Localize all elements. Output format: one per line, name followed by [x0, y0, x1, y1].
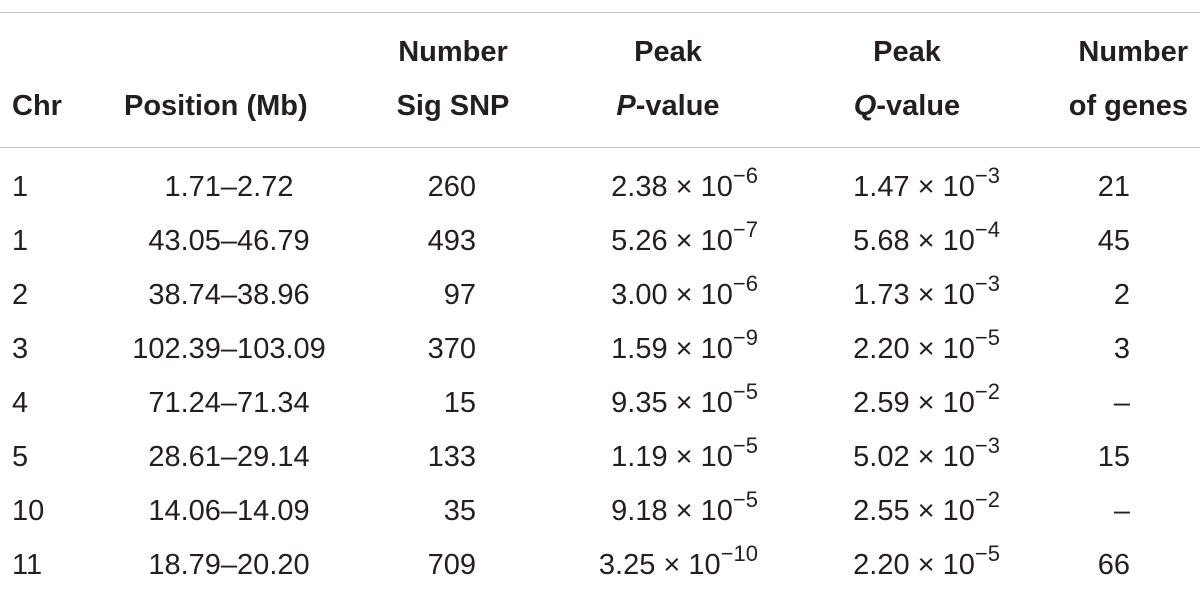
q-mantissa: 2.59 × 10 [853, 387, 975, 419]
cell-number-of-genes: – [1113, 495, 1130, 527]
cell-peak-p-value: 9.35 × 10−5 [548, 376, 758, 432]
cell-peak-p-value: 3.00 × 10−6 [548, 268, 758, 324]
header-position: Position (Mb) [124, 90, 308, 122]
cell-chr: 1 [12, 225, 29, 257]
cell-number-of-genes: 15 [1097, 441, 1130, 473]
cell-peak-q-value: 5.68 × 10−4 [790, 214, 1000, 270]
q-mantissa: 1.73 × 10 [853, 279, 975, 311]
p-exponent: −10 [720, 541, 758, 566]
cell-chr: 2 [12, 279, 29, 311]
q-mantissa: 5.68 × 10 [853, 225, 975, 257]
p-mantissa: 9.18 × 10 [611, 495, 733, 527]
q-exponent: −4 [974, 217, 1000, 242]
p-mantissa: 1.19 × 10 [611, 441, 733, 473]
cell-position: 43.05–46.79 [148, 225, 310, 257]
cell-number-of-genes: 66 [1097, 549, 1130, 581]
cell-sig-snp: 97 [443, 279, 476, 311]
header-rule [0, 147, 1200, 148]
table-row: 11 18.79–20.20 709 3.25 × 10−10 2.20 × 10−5 6… [0, 538, 1200, 592]
cell-peak-p-value: 5.26 × 10−7 [548, 214, 758, 270]
cell-sig-snp: 133 [427, 441, 476, 473]
cell-peak-q-value: 2.20 × 10−5 [790, 538, 1000, 594]
p-mantissa: 1.59 × 10 [611, 333, 733, 365]
p-exponent: −9 [732, 325, 758, 350]
q-exponent: −2 [974, 487, 1000, 512]
p-mantissa: 3.00 × 10 [611, 279, 733, 311]
cell-position: 18.79–20.20 [148, 549, 310, 581]
q-exponent: −3 [974, 433, 1000, 458]
q-exponent: −5 [974, 541, 1000, 566]
q-exponent: −5 [974, 325, 1000, 350]
cell-peak-q-value: 2.55 × 10−2 [790, 484, 1000, 540]
cell-peak-q-value: 5.02 × 10−3 [790, 430, 1000, 486]
p-mantissa: 5.26 × 10 [611, 225, 733, 257]
cell-number-of-genes: 21 [1097, 171, 1130, 203]
p-exponent: −6 [732, 163, 758, 188]
cell-chr: 4 [12, 387, 29, 419]
p-exponent: −6 [732, 271, 758, 296]
p-exponent: −7 [732, 217, 758, 242]
q-mantissa: 1.47 × 10 [853, 171, 975, 203]
cell-sig-snp: 493 [427, 225, 476, 257]
cell-chr: 1 [12, 171, 29, 203]
table-row: 5 28.61–29.14 133 1.19 × 10−5 5.02 × 10−3 15 [0, 430, 1200, 484]
cell-sig-snp: 15 [443, 387, 476, 419]
p-mantissa: 3.25 × 10 [598, 549, 721, 581]
p-exponent: −5 [732, 379, 758, 404]
header-chr: Chr [12, 90, 62, 122]
cell-chr: 10 [12, 495, 45, 527]
table-row: 3 102.39–103.09 370 1.59 × 10−9 2.20 × 10−5 3 [0, 322, 1200, 376]
cell-sig-snp: 709 [427, 549, 476, 581]
cell-chr: 11 [12, 549, 43, 581]
q-exponent: −3 [974, 271, 1000, 296]
cell-position: 71.24–71.34 [148, 387, 310, 419]
table-row: 10 14.06–14.09 35 9.18 × 10−5 2.55 × 10−2 – [0, 484, 1200, 538]
cell-position: 28.61–29.14 [148, 441, 310, 473]
cell-peak-p-value: 3.25 × 10−10 [548, 538, 758, 594]
q-mantissa: 5.02 × 10 [853, 441, 975, 473]
cell-position: 38.74–38.96 [148, 279, 310, 311]
cell-sig-snp: 370 [427, 333, 476, 365]
cell-position: 14.06–14.09 [148, 495, 310, 527]
cell-chr: 5 [12, 441, 29, 473]
header-number-of-genes: Number of genes [1068, 36, 1188, 122]
header-peak-p-value: Peak P-value [616, 36, 720, 122]
cell-number-of-genes: 45 [1097, 225, 1130, 257]
q-exponent: −2 [974, 379, 1000, 404]
p-mantissa: 2.38 × 10 [611, 171, 733, 203]
cell-peak-p-value: 2.38 × 10−6 [548, 160, 758, 216]
q-mantissa: 2.20 × 10 [853, 549, 975, 581]
cell-position: 1.71–2.72 [164, 171, 294, 203]
cell-peak-q-value: 1.73 × 10−3 [790, 268, 1000, 324]
table-row: 1 1.71–2.72 260 2.38 × 10−6 1.47 × 10−3 21 [0, 160, 1200, 214]
cell-peak-q-value: 2.20 × 10−5 [790, 322, 1000, 378]
cell-peak-p-value: 1.59 × 10−9 [548, 322, 758, 378]
cell-number-of-genes: 2 [1113, 279, 1130, 311]
cell-peak-p-value: 9.18 × 10−5 [548, 484, 758, 540]
table-row: 1 43.05–46.79 493 5.26 × 10−7 5.68 × 10−4 45 [0, 214, 1200, 268]
cell-peak-p-value: 1.19 × 10−5 [548, 430, 758, 486]
top-rule [0, 12, 1200, 13]
q-mantissa: 2.55 × 10 [853, 495, 975, 527]
cell-peak-q-value: 2.59 × 10−2 [790, 376, 1000, 432]
p-exponent: −5 [732, 433, 758, 458]
header-peak-q-value: Peak Q-value [853, 36, 961, 122]
cell-position: 102.39–103.09 [132, 333, 326, 365]
header-number-sig-snp: Number Sig SNP [396, 36, 510, 122]
cell-chr: 3 [12, 333, 29, 365]
cell-number-of-genes: – [1113, 387, 1130, 419]
p-mantissa: 9.35 × 10 [611, 387, 733, 419]
table-row: 4 71.24–71.34 15 9.35 × 10−5 2.59 × 10−2 – [0, 376, 1200, 430]
cell-number-of-genes: 3 [1113, 333, 1130, 365]
cell-sig-snp: 260 [427, 171, 476, 203]
table-row: 2 38.74–38.96 97 3.00 × 10−6 1.73 × 10−3 2 [0, 268, 1200, 322]
q-mantissa: 2.20 × 10 [853, 333, 975, 365]
q-exponent: −3 [974, 163, 1000, 188]
cell-sig-snp: 35 [443, 495, 476, 527]
cell-peak-q-value: 1.47 × 10−3 [790, 160, 1000, 216]
p-exponent: −5 [732, 487, 758, 512]
